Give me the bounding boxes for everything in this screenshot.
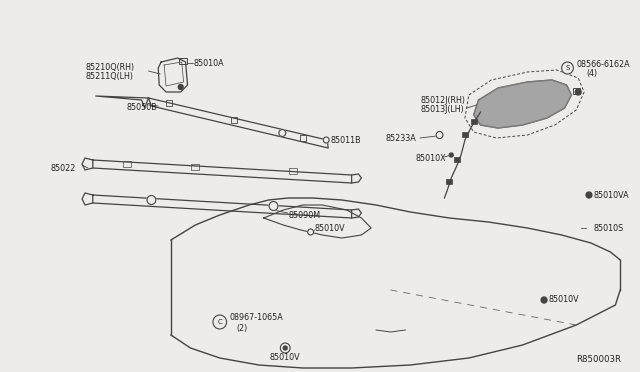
Text: S: S (565, 65, 570, 71)
Circle shape (541, 297, 547, 303)
Circle shape (284, 346, 287, 350)
Text: 85011B: 85011B (330, 135, 361, 144)
Bar (191, 164, 199, 170)
Bar (300, 135, 306, 141)
Text: 85210Q(RH): 85210Q(RH) (86, 62, 135, 71)
Text: 85010X: 85010X (415, 154, 445, 163)
Text: 85012J(RH): 85012J(RH) (420, 96, 465, 105)
Bar (232, 117, 237, 123)
Circle shape (147, 196, 156, 205)
Text: 85010VA: 85010VA (594, 190, 630, 199)
Bar (462, 132, 468, 137)
Circle shape (308, 229, 314, 235)
Circle shape (323, 137, 329, 143)
Bar (573, 88, 580, 94)
Text: 85010V: 85010V (314, 224, 345, 232)
Text: 85010A: 85010A (193, 58, 224, 67)
Text: R850003R: R850003R (576, 356, 621, 365)
Text: 08566-6162A: 08566-6162A (576, 60, 630, 68)
Bar (454, 157, 460, 162)
Bar (446, 179, 452, 184)
Circle shape (436, 131, 443, 138)
Text: C: C (218, 319, 222, 325)
Circle shape (280, 343, 290, 353)
Text: 85010S: 85010S (594, 224, 624, 232)
Circle shape (586, 192, 592, 198)
Bar (471, 119, 477, 124)
Bar (289, 168, 297, 174)
Text: 85010V: 85010V (549, 295, 580, 305)
Bar (179, 58, 187, 64)
Circle shape (213, 315, 227, 329)
Polygon shape (474, 80, 572, 128)
Text: 85050B: 85050B (127, 103, 157, 112)
Circle shape (562, 62, 573, 74)
Circle shape (279, 129, 285, 137)
Bar (166, 100, 172, 106)
Text: 85013J(LH): 85013J(LH) (420, 105, 464, 113)
Circle shape (449, 153, 453, 157)
Circle shape (575, 89, 581, 95)
Text: 85090M: 85090M (288, 211, 320, 219)
Text: (4): (4) (586, 68, 597, 77)
Text: 85211Q(LH): 85211Q(LH) (86, 71, 134, 80)
Text: 85022: 85022 (51, 164, 76, 173)
Text: 08967-1065A: 08967-1065A (230, 314, 284, 323)
Circle shape (179, 84, 183, 90)
Text: (2): (2) (236, 324, 248, 333)
Bar (123, 161, 131, 167)
Text: 85233A: 85233A (386, 134, 417, 142)
Text: 85010V: 85010V (269, 353, 300, 362)
Circle shape (269, 202, 278, 211)
